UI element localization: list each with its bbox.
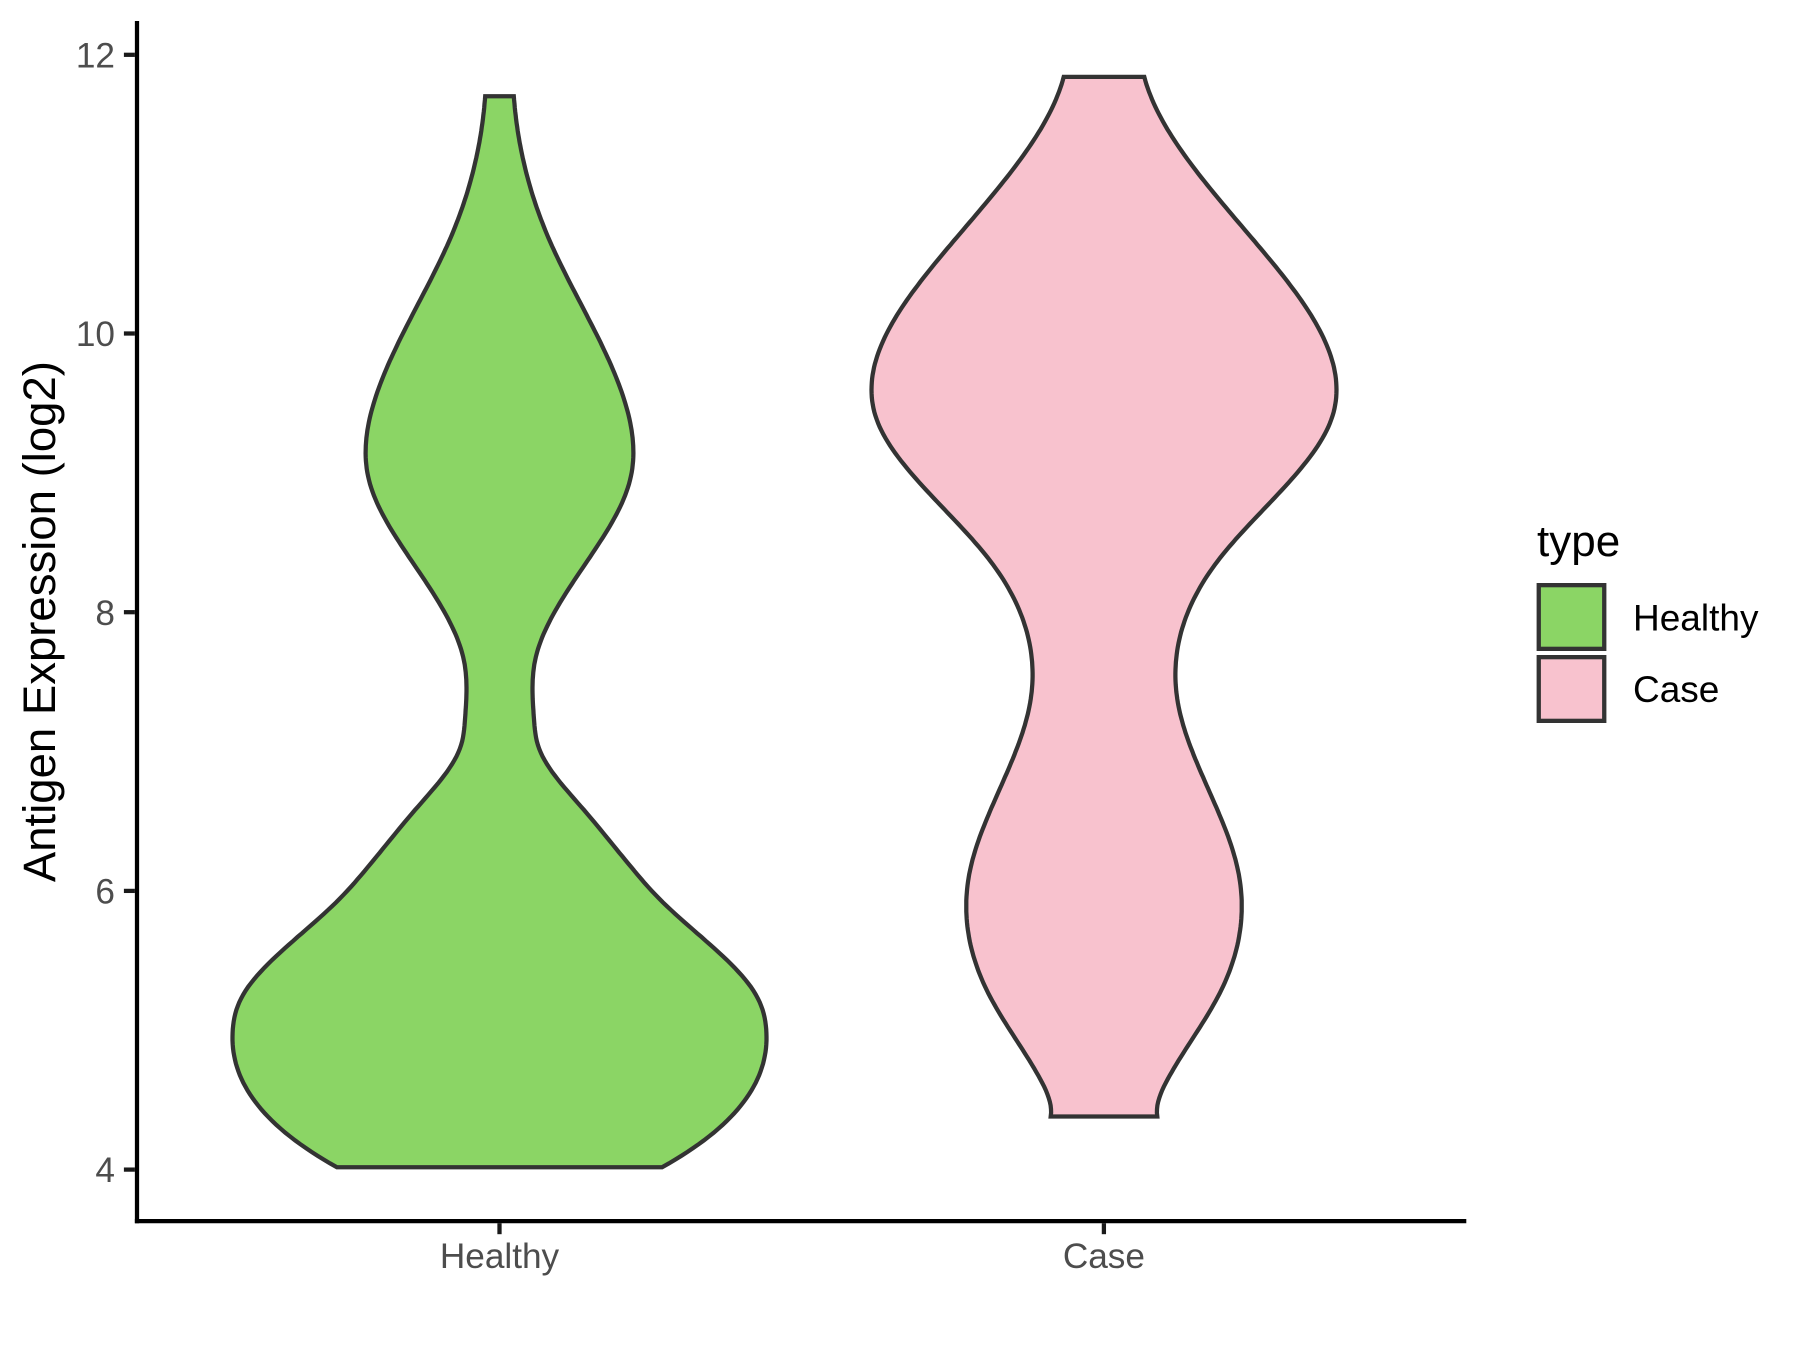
svg-text:Case: Case [1633, 669, 1719, 710]
svg-text:Healthy: Healthy [1633, 598, 1759, 639]
svg-text:type: type [1537, 517, 1620, 566]
svg-text:Case: Case [1063, 1237, 1145, 1276]
svg-text:Healthy: Healthy [440, 1237, 560, 1276]
svg-text:Antigen Expression (log2): Antigen Expression (log2) [14, 361, 65, 882]
svg-text:4: 4 [95, 1151, 115, 1190]
svg-text:12: 12 [76, 36, 115, 75]
svg-text:6: 6 [95, 873, 115, 912]
svg-text:10: 10 [76, 315, 115, 354]
svg-text:8: 8 [95, 594, 115, 633]
